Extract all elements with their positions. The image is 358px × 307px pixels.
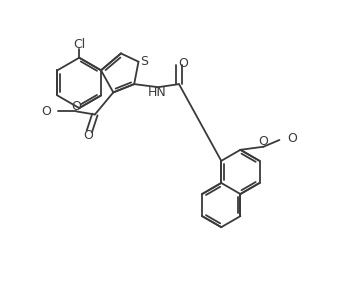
Text: O: O: [72, 100, 81, 113]
Text: HN: HN: [148, 86, 166, 99]
Text: Cl: Cl: [73, 38, 85, 51]
Text: O: O: [258, 135, 268, 148]
Text: O: O: [42, 105, 51, 118]
Text: O: O: [179, 57, 189, 70]
Text: O: O: [83, 129, 93, 142]
Text: O: O: [287, 132, 297, 145]
Text: S: S: [141, 55, 149, 68]
